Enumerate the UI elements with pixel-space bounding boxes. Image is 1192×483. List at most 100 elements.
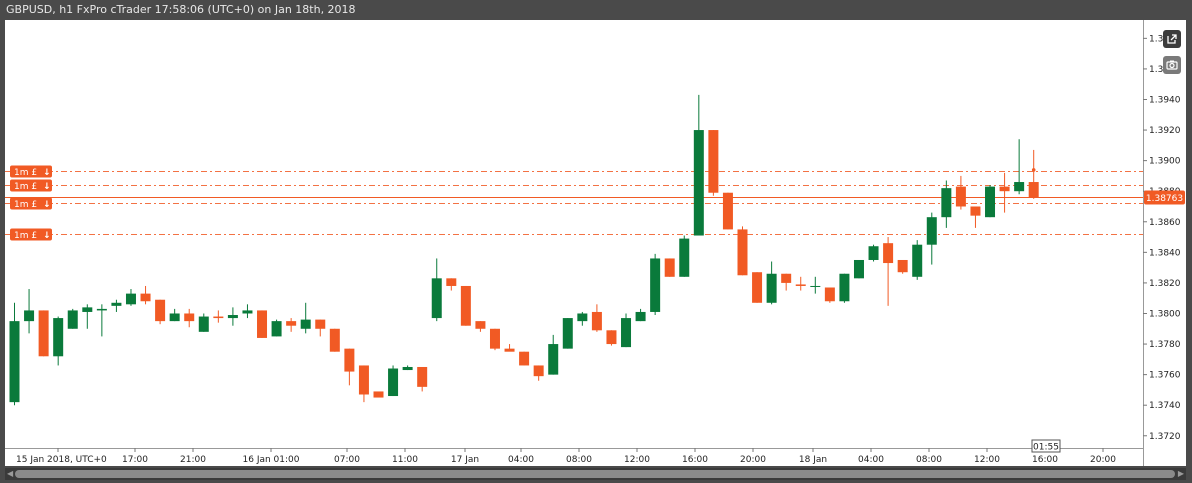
candle-body[interactable] (810, 285, 821, 287)
x-tick-label: 17 Jan (451, 455, 479, 465)
order-arrow-icon: ↓ (43, 200, 51, 210)
candle-body[interactable] (766, 273, 777, 303)
candle-body[interactable] (9, 321, 20, 403)
candle-body[interactable] (868, 246, 879, 260)
price-axis[interactable]: 1.3720 1.3740 1.3760 1.3780 1.3800 1.3820 1.38… (1143, 20, 1186, 466)
candle-body[interactable] (227, 315, 238, 319)
candle-body[interactable] (446, 278, 457, 286)
order-tag[interactable] (10, 165, 52, 178)
candle-body[interactable] (53, 318, 64, 357)
candle-body[interactable] (533, 365, 544, 377)
candle-body[interactable] (693, 130, 704, 236)
order-tag[interactable] (10, 179, 52, 192)
candle-body[interactable] (1014, 182, 1025, 192)
x-tick-label: 08:00 (566, 455, 592, 465)
scroll-right-icon[interactable]: ▶ (1177, 469, 1184, 478)
candle-body[interactable] (606, 330, 617, 345)
candlestick-chart[interactable]: 1m £ ↓ 1m £ ↓ 1m £ ↓ 1m £ ↓ 15 Jan 2018, UTC+0 1… (5, 20, 1143, 466)
candle-body[interactable] (111, 302, 122, 306)
candle-body[interactable] (125, 293, 136, 305)
candle-body[interactable] (577, 313, 588, 322)
candle-body[interactable] (82, 307, 93, 312)
candle-body[interactable] (650, 258, 661, 312)
candle-body[interactable] (621, 318, 632, 348)
candle-body[interactable] (504, 348, 515, 352)
candle-body[interactable] (883, 243, 894, 264)
candle-body[interactable] (926, 217, 937, 245)
candle-body[interactable] (635, 311, 646, 322)
candle-body[interactable] (257, 310, 268, 338)
y-tick-label: 1.3860 (1149, 218, 1181, 228)
candle-body[interactable] (358, 365, 369, 395)
candle-body[interactable] (329, 328, 340, 352)
candle-body[interactable] (708, 130, 719, 193)
candle-body[interactable] (431, 278, 442, 319)
candle-body[interactable] (96, 308, 107, 311)
candle-body[interactable] (664, 258, 675, 277)
candle-body[interactable] (781, 273, 792, 283)
last-price-marker (1031, 168, 1036, 172)
order-tag[interactable] (10, 197, 52, 210)
candle-body[interactable] (286, 321, 297, 326)
candle-body[interactable] (824, 287, 835, 302)
candle-body[interactable] (897, 259, 908, 273)
candle-body[interactable] (271, 321, 282, 337)
candle-body[interactable] (839, 273, 850, 302)
candle-body[interactable] (941, 188, 952, 218)
candle-body[interactable] (388, 368, 399, 397)
order-tag[interactable] (10, 228, 52, 241)
candle-body[interactable] (475, 321, 486, 329)
candle-body[interactable] (242, 310, 253, 314)
candle-body[interactable] (722, 192, 733, 230)
y-tick-label: 1.3740 (1149, 401, 1181, 411)
candle-body[interactable] (140, 293, 151, 302)
candle-body[interactable] (373, 391, 384, 398)
order-arrow-icon: ↓ (43, 182, 51, 192)
candle-body[interactable] (417, 366, 428, 387)
scroll-left-icon[interactable]: ◀ (7, 469, 14, 478)
horizontal-scrollbar[interactable]: ◀ ▶ (5, 468, 1186, 480)
candle-body[interactable] (213, 316, 224, 319)
candle-body[interactable] (737, 229, 748, 276)
candle-body[interactable] (344, 348, 355, 372)
candle-body[interactable] (489, 328, 500, 349)
countdown-box (1031, 439, 1061, 453)
countdown-label: 01:55 (1033, 443, 1059, 453)
candle-body[interactable] (562, 318, 573, 349)
x-tick-label: 12:00 (624, 455, 650, 465)
candle-body[interactable] (985, 186, 996, 218)
screenshot-button[interactable] (1163, 56, 1181, 74)
candle-body[interactable] (402, 366, 413, 371)
candle-body[interactable] (548, 344, 559, 375)
y-tick-label: 1.3760 (1149, 371, 1181, 381)
candle-body[interactable] (970, 206, 981, 216)
candle-body[interactable] (519, 351, 530, 366)
candle-body[interactable] (169, 313, 180, 322)
candle-body[interactable] (1028, 182, 1039, 198)
candle-body[interactable] (460, 285, 471, 326)
candle-body[interactable] (24, 310, 35, 322)
candle-body[interactable] (955, 186, 966, 207)
x-tick-label: 07:00 (334, 455, 360, 465)
scrollbar-thumb[interactable] (15, 470, 1175, 478)
popout-button[interactable] (1163, 30, 1181, 48)
candle-body[interactable] (752, 272, 763, 303)
candle-body[interactable] (853, 259, 864, 279)
candle-body[interactable] (155, 299, 166, 322)
candle-body[interactable] (999, 186, 1010, 192)
chart-area[interactable]: 1m £ ↓ 1m £ ↓ 1m £ ↓ 1m £ ↓ 15 Jan 2018, UTC+0 1… (5, 20, 1143, 466)
candle-body[interactable] (795, 284, 806, 286)
candle-body[interactable] (198, 316, 209, 332)
candle-body[interactable] (184, 313, 195, 322)
candle-body[interactable] (67, 310, 78, 329)
x-tick-label: 18 Jan (799, 455, 827, 465)
y-tick-label: 1.3940 (1149, 95, 1181, 105)
candle-body[interactable] (315, 319, 326, 329)
candle-body[interactable] (38, 310, 49, 357)
x-tick-label: 12:00 (974, 455, 1000, 465)
x-tick-label: 08:00 (916, 455, 942, 465)
candle-body[interactable] (679, 238, 690, 277)
candle-body[interactable] (300, 319, 311, 329)
candle-body[interactable] (912, 244, 923, 277)
candle-body[interactable] (591, 311, 602, 331)
